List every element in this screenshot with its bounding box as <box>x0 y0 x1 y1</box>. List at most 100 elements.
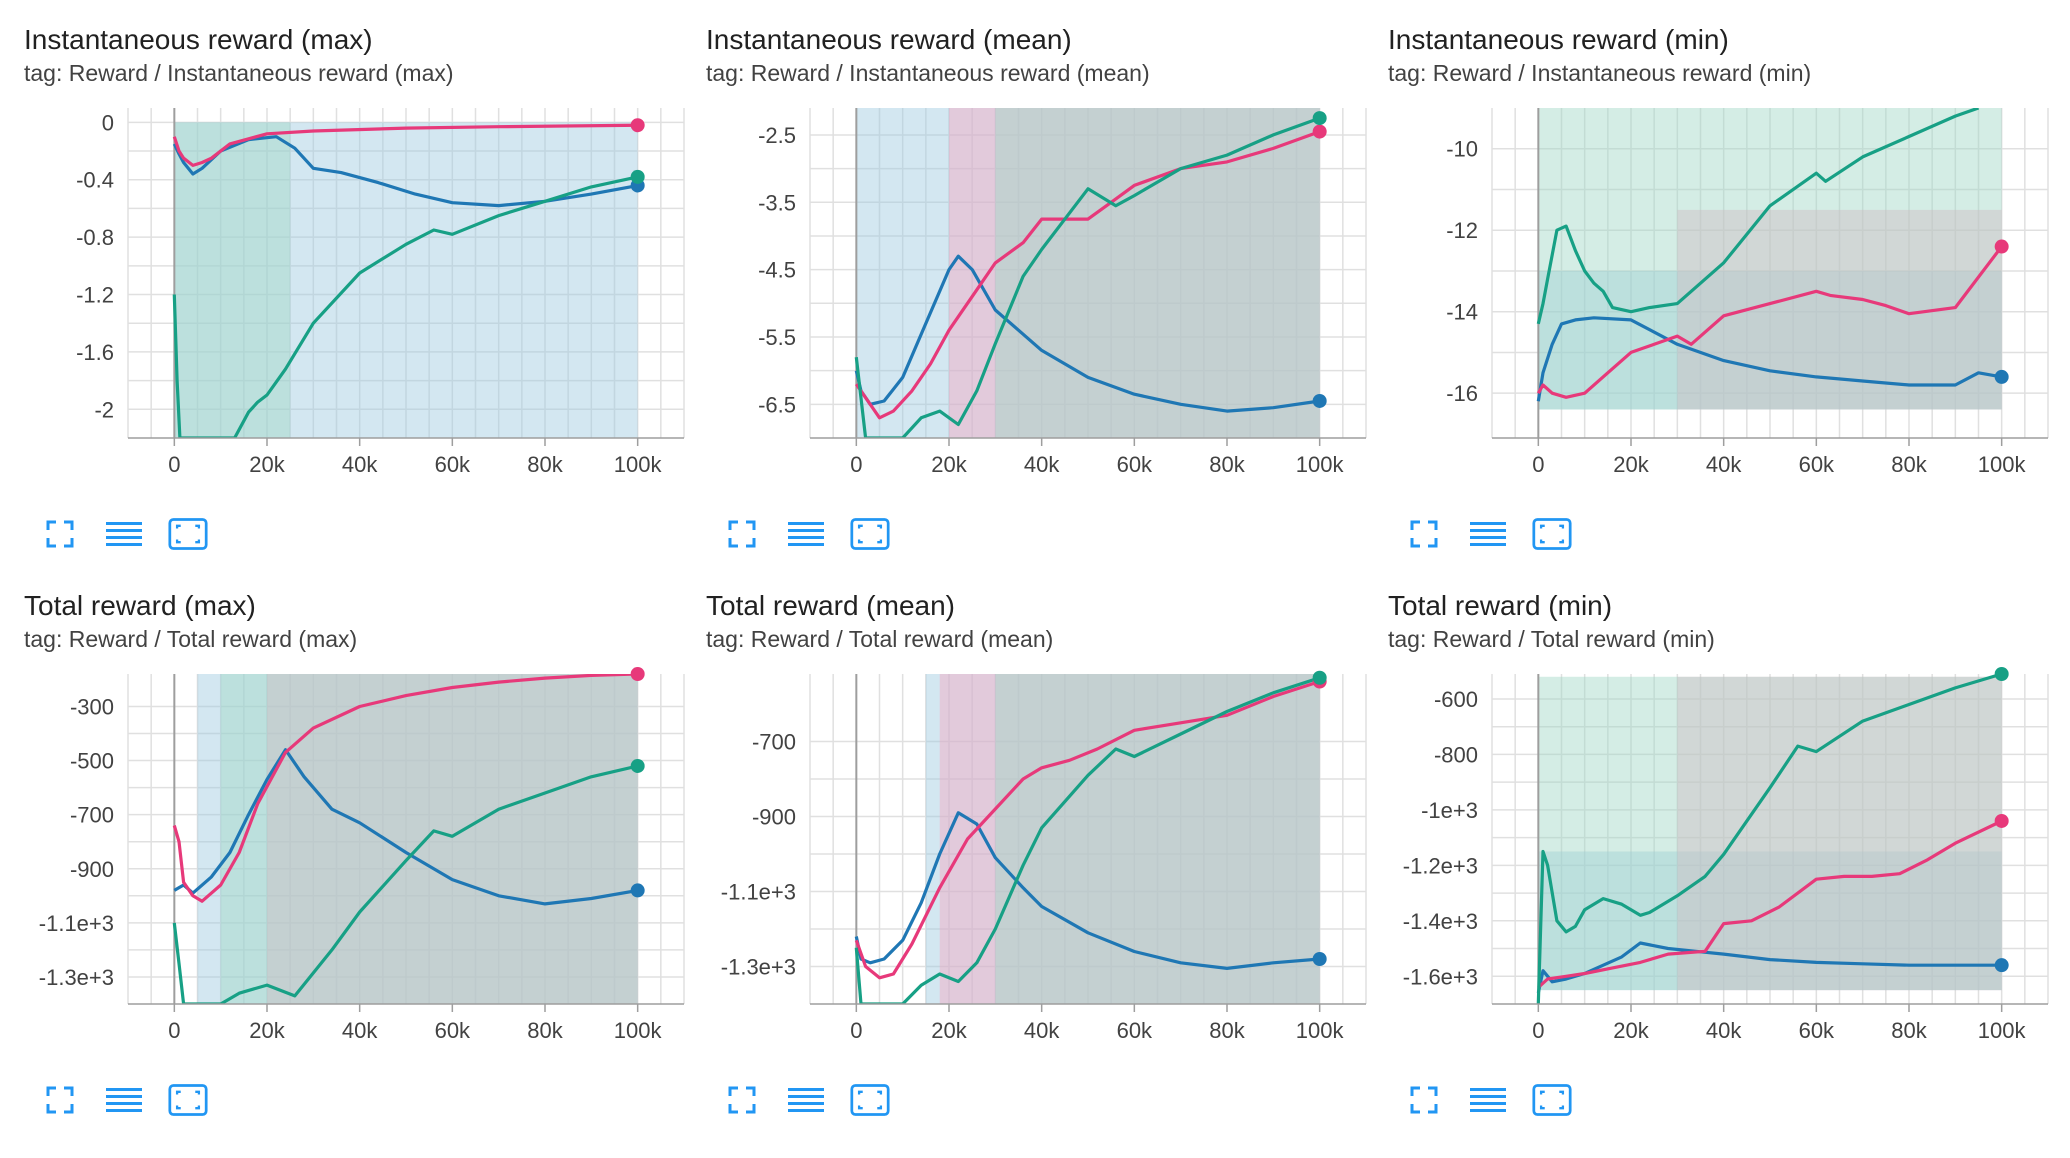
x-tick-label: 80k <box>1891 1018 1927 1043</box>
fit-domain-icon <box>1532 518 1572 550</box>
series-end-marker <box>1312 952 1327 966</box>
chart-toolbar <box>40 514 208 554</box>
y-tick-label: -2 <box>94 397 114 422</box>
y-tick-label: -600 <box>1434 687 1478 712</box>
fit-domain-icon <box>850 518 890 550</box>
x-tick-label: 40k <box>1706 452 1742 477</box>
y-tick-label: -10 <box>1446 137 1478 162</box>
series-band <box>949 108 1320 438</box>
fullscreen-button[interactable] <box>40 514 80 554</box>
series-line-blue <box>173 748 638 906</box>
series-band <box>1677 676 2002 991</box>
x-tick-label: 0 <box>850 1018 862 1043</box>
series-line-teal <box>172 764 639 1004</box>
x-tick-label: 20k <box>1613 1018 1649 1043</box>
x-tick-label: 0 <box>1532 452 1544 477</box>
x-tick-label: 80k <box>527 452 563 477</box>
fullscreen-icon <box>46 520 74 548</box>
fit-domain-icon <box>1532 1084 1572 1116</box>
y-tick-label: -14 <box>1446 300 1478 325</box>
chart-plot: 0 20k 40k 60k 80k 100k -2.5 -3.5 -4.5 -5.5 -6.5 <box>758 108 1367 477</box>
x-tick-label: 20k <box>1613 452 1649 477</box>
series-end-marker <box>630 883 645 898</box>
series-band <box>220 674 638 1004</box>
fullscreen-button[interactable] <box>40 1080 80 1120</box>
series-band <box>174 122 291 438</box>
fit-domain-icon <box>168 1084 208 1116</box>
chart-card-total-max: Total reward (max) tag: Reward / Total r… <box>24 590 685 1130</box>
series-band <box>995 108 1320 438</box>
y-tick-label: 0 <box>102 110 114 135</box>
toggle-log-scale-button[interactable] <box>104 514 144 554</box>
toggle-log-scale-button[interactable] <box>1468 1080 1508 1120</box>
chart-card-instantaneous-mean: Instantaneous reward (mean) tag: Reward … <box>706 24 1367 564</box>
x-tick-label: 100k <box>1978 452 2027 477</box>
fit-domain-button[interactable] <box>168 514 208 554</box>
grid <box>809 674 1367 1004</box>
fit-domain-button[interactable] <box>1532 514 1572 554</box>
plot-area <box>1536 674 2003 1004</box>
series-end-marker <box>1994 813 2009 828</box>
x-tick-label: 60k <box>1799 452 1835 477</box>
chart-plot: 0 20k 40k 60k 80k 100k -700 -900 -1.1e+3 -1.3e+3 <box>721 670 1367 1043</box>
y-tick-label: -1.1e+3 <box>721 880 796 905</box>
toggle-log-scale-button[interactable] <box>786 514 826 554</box>
plot-area <box>172 674 639 1004</box>
chart-plot: 0 20k 40k 60k 80k 100k -300 -500 -700 -900 -1.1e+3… <box>39 667 685 1043</box>
series-end-marker <box>1994 958 2009 973</box>
fullscreen-button[interactable] <box>1404 514 1444 554</box>
fit-domain-button[interactable] <box>850 514 890 554</box>
fit-domain-button[interactable] <box>850 1080 890 1120</box>
x-tick-label: 0 <box>168 1018 180 1043</box>
x-tick-label: 60k <box>435 452 471 477</box>
series-band <box>856 108 1320 438</box>
chart-tag: tag: Reward / Instantaneous reward (mean… <box>706 60 1150 86</box>
fullscreen-button[interactable] <box>722 514 762 554</box>
series-line-teal <box>1536 108 1980 325</box>
chart-title: Instantaneous reward (mean) <box>706 24 1072 55</box>
x-tick-label: 60k <box>1799 1018 1835 1043</box>
chart-toolbar <box>722 1080 890 1120</box>
x-tick-label: 80k <box>1209 1018 1245 1043</box>
x-tick-label: 0 <box>850 452 862 477</box>
series-line-pink <box>1536 245 2003 399</box>
x-tick-label: 100k <box>614 452 663 477</box>
x-tick-label: 100k <box>1978 1018 2027 1043</box>
series-end-marker <box>1312 670 1327 685</box>
series-line-blue <box>854 254 1320 413</box>
chart-card-instantaneous-max: Instantaneous reward (max) tag: Reward /… <box>24 24 685 564</box>
series-end-marker <box>630 758 645 773</box>
fit-domain-icon <box>168 518 208 550</box>
toggle-log-scale-button[interactable] <box>1468 514 1508 554</box>
toggle-log-scale-icon <box>788 1088 824 1112</box>
x-tick-label: 60k <box>1117 452 1153 477</box>
chart-card-instantaneous-min: Instantaneous reward (min) tag: Reward /… <box>1388 24 2049 564</box>
chart-title: Total reward (mean) <box>706 590 955 621</box>
grid <box>1491 108 2049 438</box>
series-band <box>267 674 638 1004</box>
series-line-blue <box>854 811 1320 970</box>
x-tick-label: 40k <box>342 1018 378 1043</box>
fullscreen-icon <box>1410 520 1438 548</box>
series-band <box>1538 676 2002 991</box>
toggle-log-scale-button[interactable] <box>786 1080 826 1120</box>
fullscreen-button[interactable] <box>1404 1080 1444 1120</box>
y-tick-label: -700 <box>70 803 114 828</box>
y-tick-label: -900 <box>70 857 114 882</box>
series-end-marker <box>1994 369 2009 384</box>
toggle-log-scale-icon <box>1470 1088 1506 1112</box>
chart-toolbar <box>722 514 890 554</box>
x-tick-label: 100k <box>1296 1018 1345 1043</box>
series-band <box>1538 108 2002 410</box>
y-tick-label: -5.5 <box>758 325 796 350</box>
chart-tag: tag: Reward / Instantaneous reward (min) <box>1388 60 1812 86</box>
x-tick-label: 80k <box>1891 452 1927 477</box>
fullscreen-button[interactable] <box>722 1080 762 1120</box>
fit-domain-button[interactable] <box>1532 1080 1572 1120</box>
fit-domain-button[interactable] <box>168 1080 208 1120</box>
fullscreen-icon <box>1410 1086 1438 1114</box>
toggle-log-scale-button[interactable] <box>104 1080 144 1120</box>
series-line-teal <box>854 676 1321 1004</box>
series-line-teal <box>854 116 1321 438</box>
series-end-marker <box>630 118 645 133</box>
